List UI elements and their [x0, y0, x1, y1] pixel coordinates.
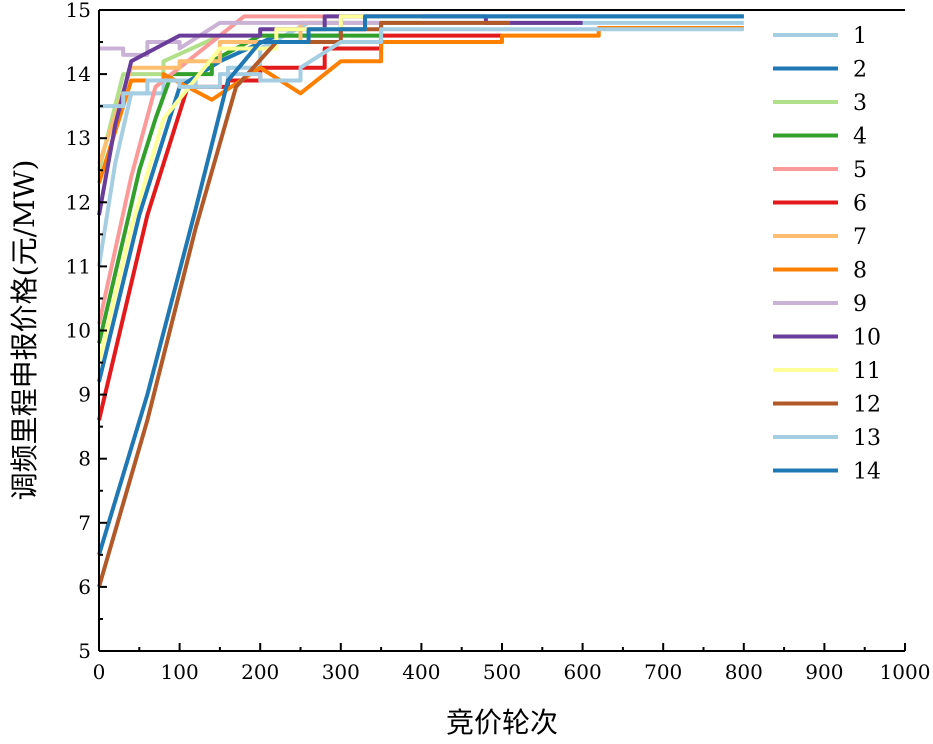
- series-line-8: [97, 25, 744, 184]
- legend-item-3: 3: [773, 91, 867, 116]
- legend-label: 4: [853, 125, 867, 150]
- y-tick-label: 9: [78, 383, 91, 407]
- x-tick-label: 800: [725, 660, 763, 684]
- y-tick-label: 5: [78, 639, 91, 663]
- x-tick-label: 0: [93, 660, 106, 684]
- series-line-11: [97, 14, 422, 364]
- legend-label: 6: [853, 192, 867, 217]
- legend-label: 9: [853, 292, 867, 317]
- x-tick-label: 600: [564, 660, 602, 684]
- x-tick-label: 200: [241, 660, 279, 684]
- legend-item-4: 4: [773, 125, 867, 150]
- legend-label: 11: [853, 359, 881, 384]
- legend-label: 1: [853, 24, 867, 49]
- series-line-5: [97, 14, 422, 325]
- legend-label: 2: [853, 58, 867, 83]
- legend-item-13: 13: [773, 426, 881, 451]
- legend-item-9: 9: [773, 292, 867, 317]
- series-layer: [97, 14, 744, 588]
- legend-label: 3: [853, 91, 867, 116]
- y-tick-label: 8: [78, 447, 91, 471]
- legend-label: 7: [853, 225, 867, 250]
- x-tick-label: 300: [322, 660, 360, 684]
- y-tick-label: 11: [66, 254, 91, 278]
- legend-label: 8: [853, 259, 867, 284]
- x-tick-label: 700: [644, 660, 682, 684]
- legend-item-8: 8: [773, 259, 867, 284]
- y-tick-label: 13: [66, 126, 91, 150]
- y-tick-label: 7: [78, 511, 91, 535]
- x-tick-label: 400: [402, 660, 440, 684]
- legend-label: 14: [853, 460, 881, 485]
- legend-item-14: 14: [773, 460, 881, 485]
- series-line-14: [97, 14, 744, 556]
- y-tick-label: 14: [66, 62, 91, 86]
- x-axis-label: 竞价轮次: [446, 706, 558, 739]
- legend-item-6: 6: [773, 192, 867, 217]
- y-axis-label: 调频里程申报价格(元/MW): [8, 160, 41, 501]
- x-tick-label: 100: [161, 660, 199, 684]
- series-line-9: [99, 20, 382, 57]
- legend-label: 13: [853, 426, 881, 451]
- x-tick-label: 900: [805, 660, 843, 684]
- legend-item-7: 7: [773, 225, 867, 250]
- legend-item-2: 2: [773, 58, 867, 83]
- legend-label: 12: [853, 393, 881, 418]
- legend-item-1: 1: [773, 24, 867, 49]
- legend-label: 10: [853, 326, 881, 351]
- x-tick-label: 1000: [880, 660, 931, 684]
- legend-item-5: 5: [773, 158, 867, 183]
- legend-item-12: 12: [773, 393, 881, 418]
- y-tick-label: 15: [66, 0, 91, 22]
- x-tick-label: 500: [483, 660, 521, 684]
- series-line-4: [97, 22, 384, 344]
- axes: 0 100 200 300 400 500 600 700 800 900 1000 5 6 7 8 9 10 1…: [66, 0, 931, 684]
- y-tick-label: 10: [66, 319, 91, 343]
- series-line-2: [97, 14, 744, 383]
- series-line-13: [99, 27, 744, 109]
- legend-item-11: 11: [773, 359, 881, 384]
- y-tick-label: 12: [66, 190, 91, 214]
- legend-label: 5: [853, 158, 867, 183]
- legend-item-10: 10: [773, 326, 881, 351]
- y-tick-label: 6: [78, 575, 91, 599]
